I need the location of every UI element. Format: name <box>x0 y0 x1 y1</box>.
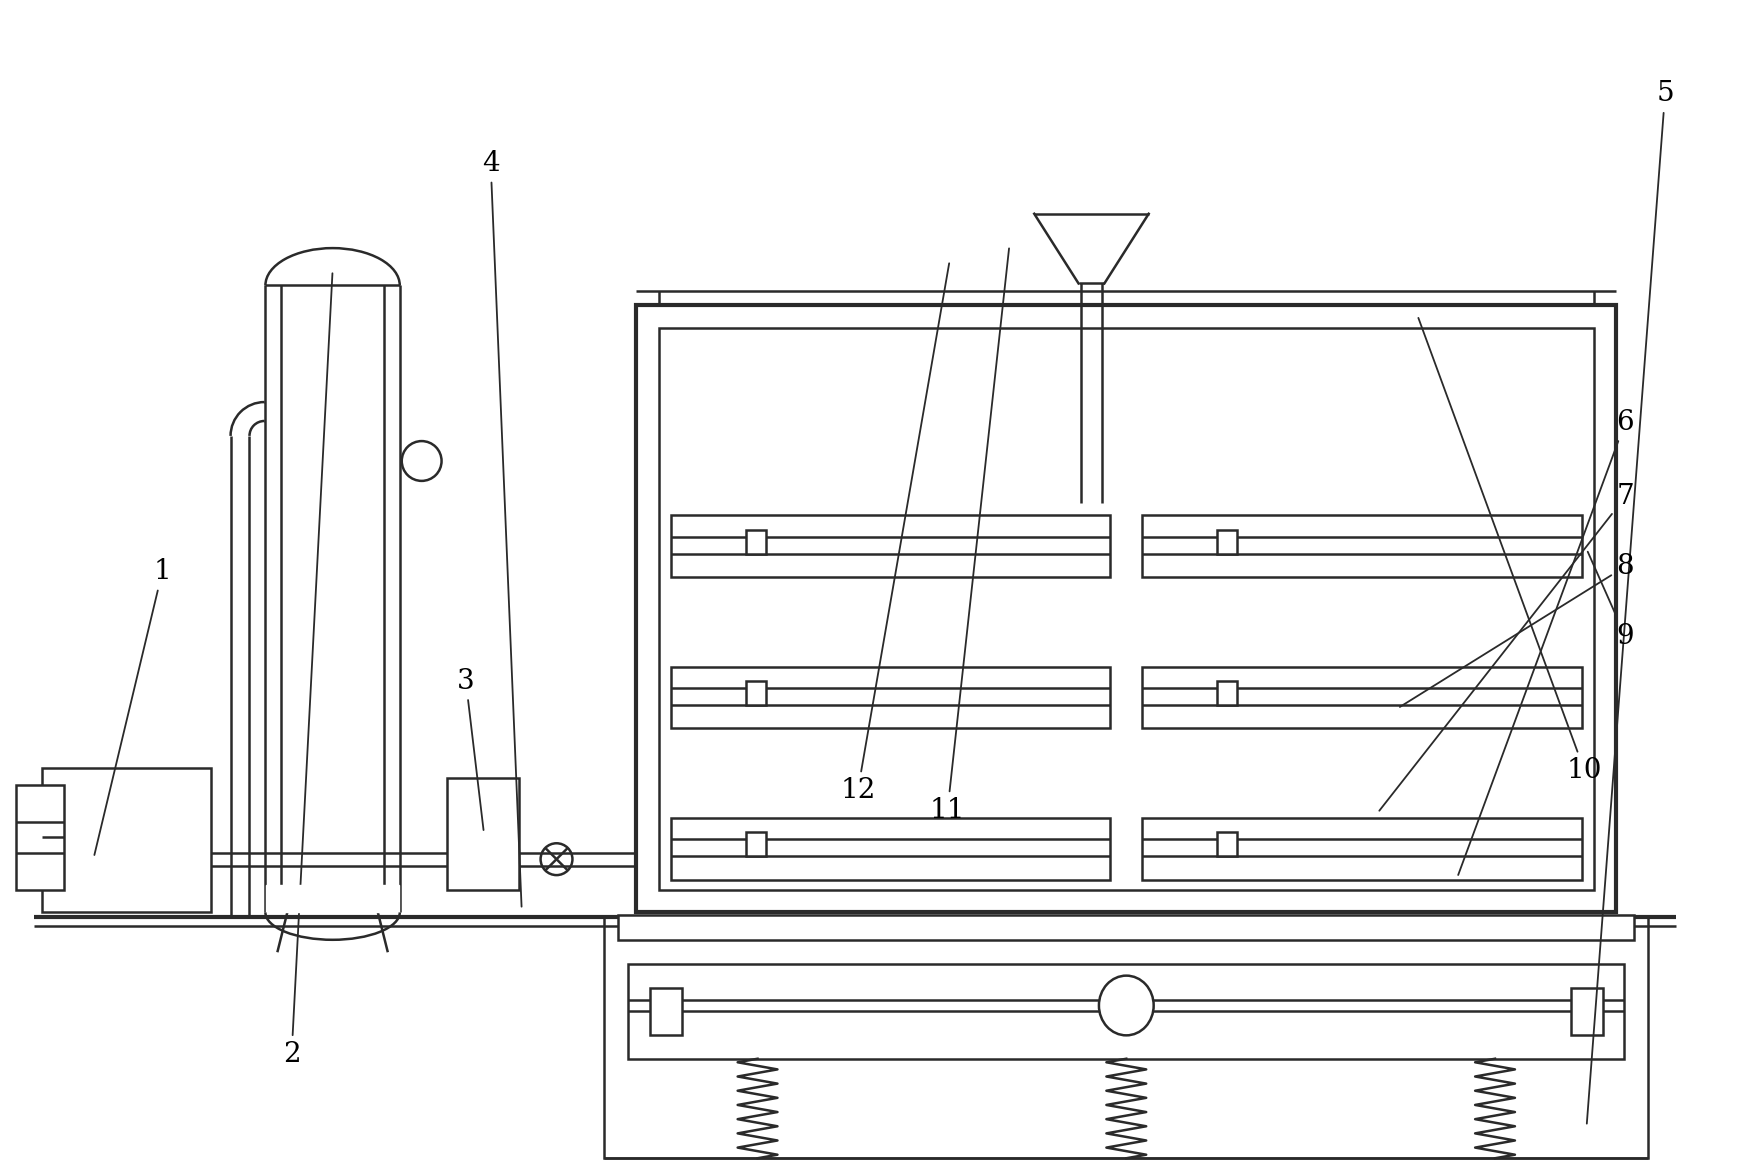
Bar <box>1217 530 1236 554</box>
Bar <box>745 530 766 554</box>
Bar <box>671 818 1110 879</box>
Text: 4: 4 <box>482 150 521 907</box>
Text: 3: 3 <box>456 667 482 830</box>
Bar <box>745 682 766 705</box>
Text: 12: 12 <box>839 263 949 804</box>
Text: 10: 10 <box>1418 318 1601 784</box>
Bar <box>1217 682 1236 705</box>
Bar <box>1141 516 1580 577</box>
Text: 8: 8 <box>1398 553 1633 707</box>
Ellipse shape <box>1098 976 1154 1036</box>
Bar <box>1217 832 1236 856</box>
Bar <box>636 305 1615 913</box>
Text: 1: 1 <box>94 558 171 855</box>
Text: 7: 7 <box>1379 484 1633 811</box>
Text: 9: 9 <box>1587 552 1633 650</box>
Bar <box>605 918 1647 1158</box>
Bar <box>447 779 519 890</box>
Bar <box>745 832 766 856</box>
Bar <box>671 516 1110 577</box>
Bar <box>671 666 1110 728</box>
Bar <box>42 768 212 913</box>
Bar <box>16 786 65 890</box>
Text: 2: 2 <box>283 274 332 1067</box>
Bar <box>1141 818 1580 879</box>
Text: 6: 6 <box>1458 409 1633 874</box>
Text: 5: 5 <box>1585 81 1673 1123</box>
Bar <box>650 988 682 1036</box>
Bar <box>628 964 1624 1059</box>
Text: 11: 11 <box>930 248 1009 824</box>
Polygon shape <box>1033 214 1148 283</box>
Polygon shape <box>266 885 399 913</box>
Bar <box>1570 988 1601 1036</box>
Bar <box>659 328 1592 890</box>
Bar <box>617 915 1633 940</box>
Bar <box>1141 666 1580 728</box>
